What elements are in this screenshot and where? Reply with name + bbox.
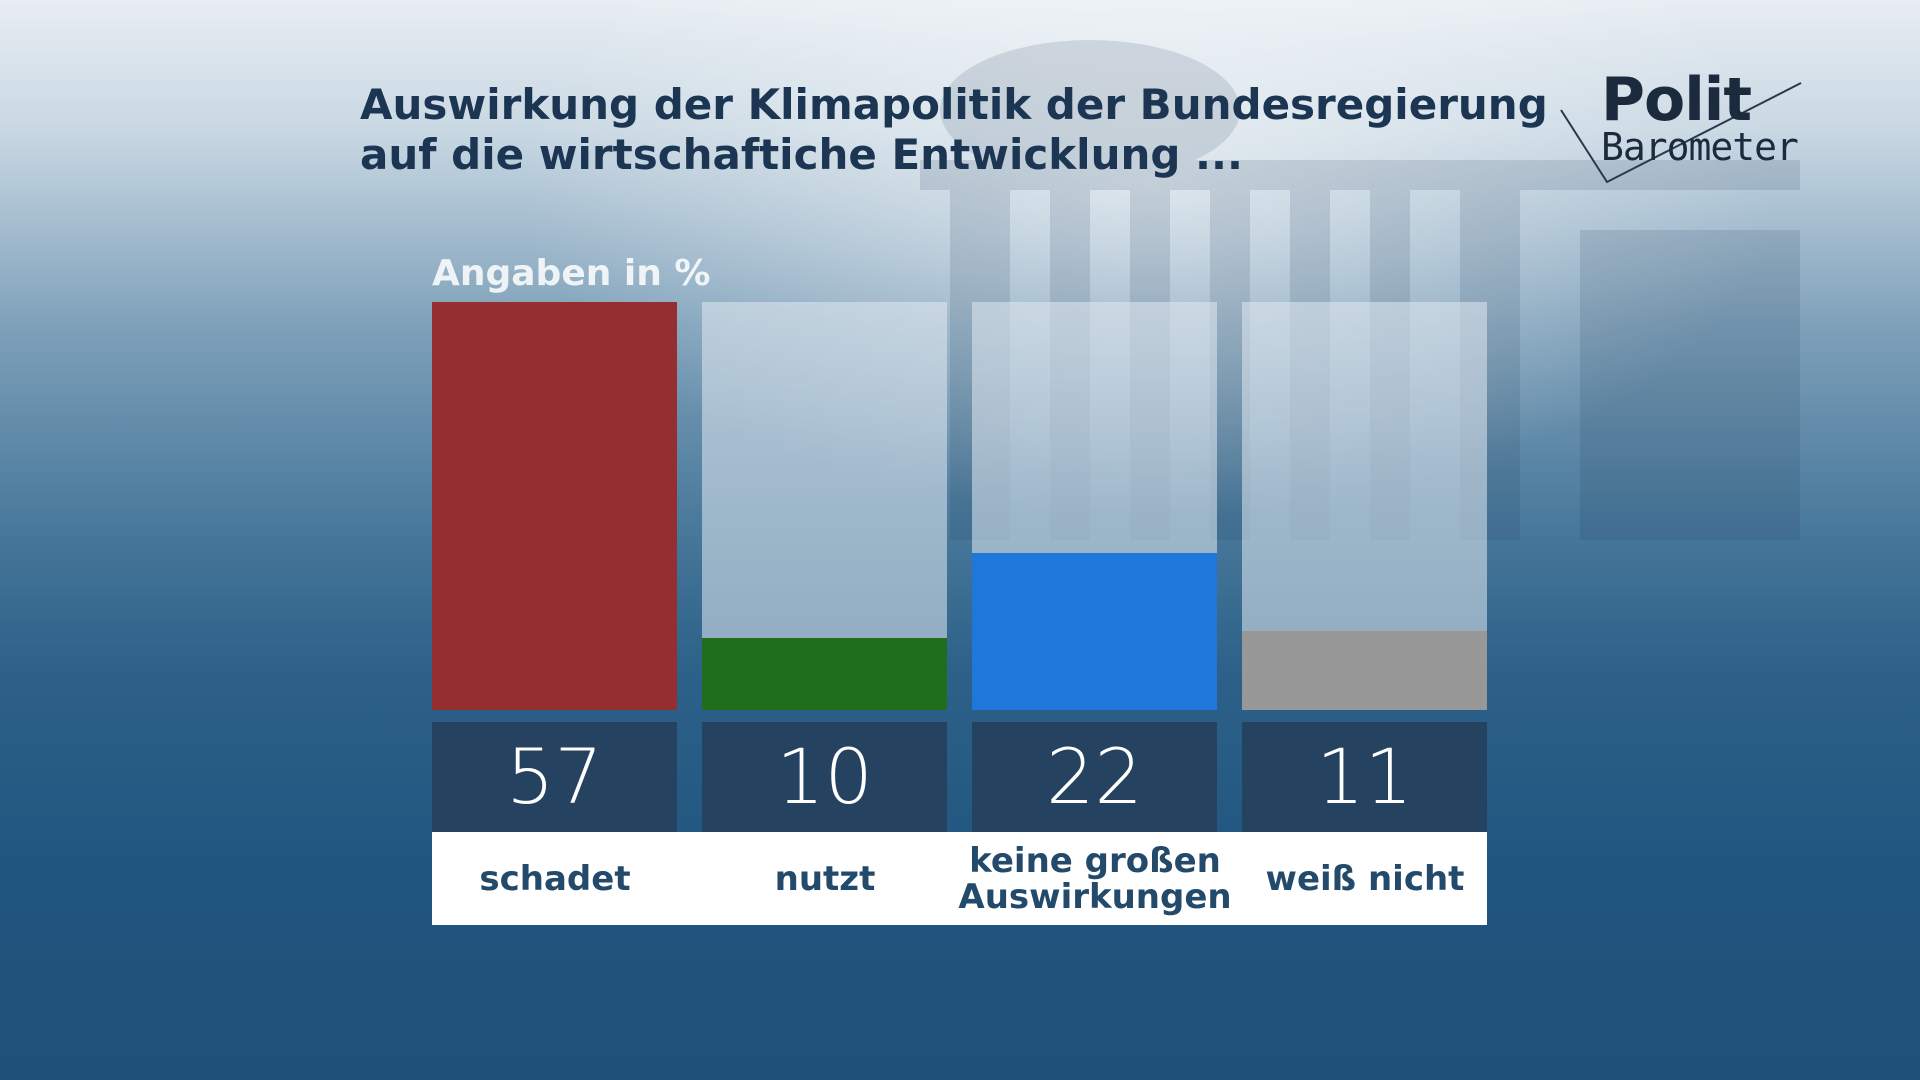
bar (1242, 631, 1487, 710)
bar (702, 638, 947, 710)
chart-title: Auswirkung der Klimapolitik der Bundesre… (360, 80, 1560, 180)
checkmark-icon (1560, 82, 1802, 184)
category-label: schadet (479, 858, 631, 899)
data-label: 10 (702, 722, 947, 832)
data-label: 57 (432, 722, 677, 832)
category-label: weiß nicht (1265, 858, 1465, 899)
title-line-1: Auswirkung der Klimapolitik der Bundesre… (360, 80, 1548, 129)
data-label: 22 (972, 722, 1217, 832)
bar (432, 302, 677, 710)
category-label: keine großen Auswirkungen (958, 840, 1232, 917)
category-label: nutzt (774, 858, 876, 899)
category-label-strip (432, 832, 1487, 925)
title-line-2: auf die wirtschaftiche Entwicklung ... (360, 130, 1243, 179)
bar (972, 553, 1217, 710)
logo-text-barometer: Barometer (1601, 125, 1799, 169)
logo-text-polit: Polit (1601, 65, 1752, 135)
politbarometer-logo: Polit Barometer (1555, 65, 1815, 195)
data-label: 11 (1242, 722, 1487, 832)
unit-label: Angaben in % (432, 253, 711, 294)
